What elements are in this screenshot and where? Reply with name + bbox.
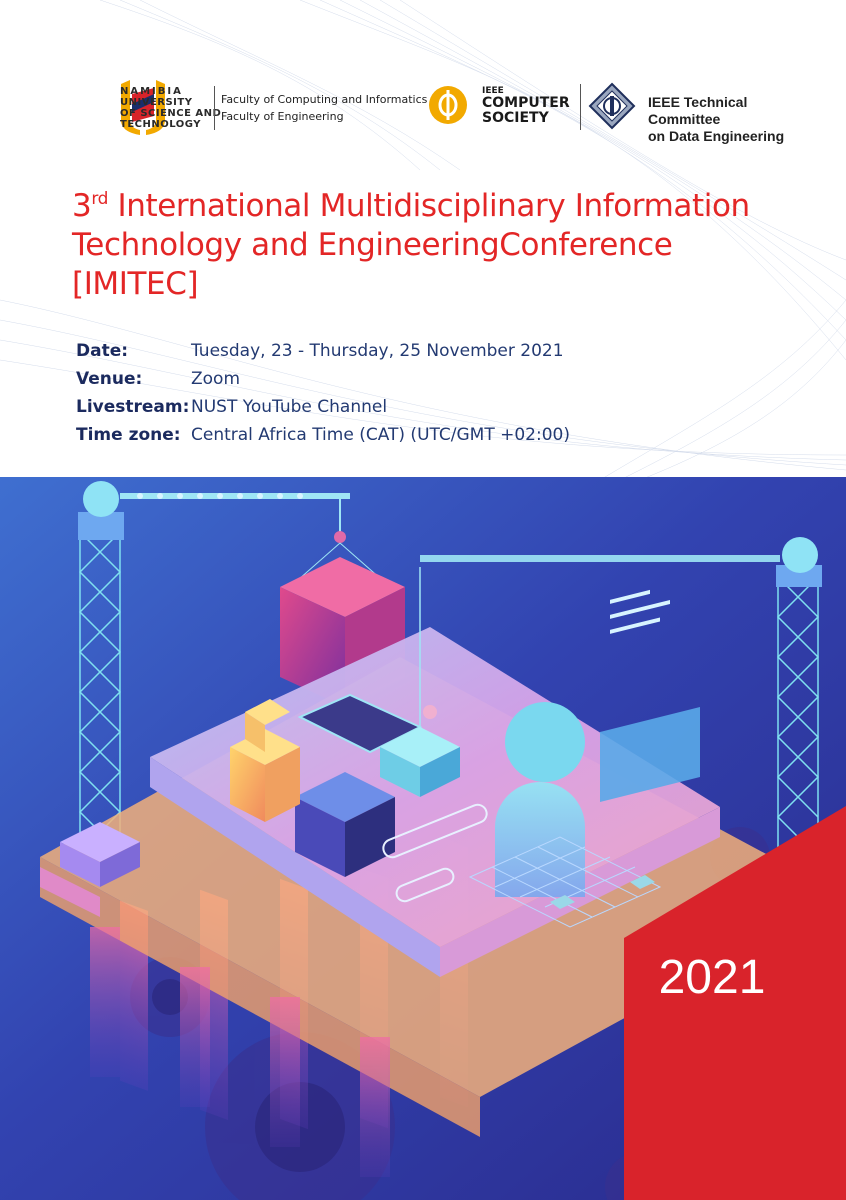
detail-value: Zoom <box>191 369 241 389</box>
tcde-wordmark: IEEE Technical Committee on Data Enginee… <box>648 94 808 145</box>
society-label: SOCIETY <box>482 110 549 126</box>
logo-row: NAMIBIA UNIVERSITY OF SCIENCE AND TECHNO… <box>68 80 808 144</box>
detail-row-livestream: Livestream: NUST YouTube Channel <box>76 393 570 421</box>
nust-line-2: UNIVERSITY <box>120 97 193 108</box>
detail-row-date: Date: Tuesday, 23 - Thursday, 25 Novembe… <box>76 337 570 365</box>
ieee-computer-society-wordmark: IEEE COMPUTER SOCIETY <box>482 86 570 126</box>
year-banner <box>624 806 846 1200</box>
detail-row-venue: Venue: Zoom <box>76 365 570 393</box>
title-ordinal-suffix: rd <box>91 189 109 209</box>
faculty-list: Faculty of Computing and Informatics Fac… <box>221 91 427 125</box>
conference-year: 2021 <box>658 951 766 1004</box>
title-line-3: [IMITEC] <box>72 266 199 302</box>
nust-line-4: TECHNOLOGY <box>120 119 201 130</box>
tcde-line-2: on Data Engineering <box>648 128 785 144</box>
nust-line-1: NAMIBIA <box>120 86 183 97</box>
title-line-1: 3rd International Multidisciplinary Info… <box>72 180 792 226</box>
tcde-line-1: IEEE Technical Committee <box>648 94 748 127</box>
title-line-1-text: International Multidisciplinary Informat… <box>108 188 750 224</box>
computer-label: COMPUTER <box>482 95 570 111</box>
detail-label: Time zone: <box>76 425 181 445</box>
isometric-tech-illustration <box>0 477 846 1200</box>
nust-wordmark: NAMIBIA UNIVERSITY OF SCIENCE AND TECHNO… <box>120 86 221 130</box>
nust-shield-icon <box>121 80 165 135</box>
faculty-computing: Faculty of Computing and Informatics <box>221 93 428 106</box>
nust-line-3: OF SCIENCE AND <box>120 108 222 119</box>
title-line-2: Technology and EngineeringConference <box>72 227 673 263</box>
detail-label: Date: <box>76 341 129 361</box>
detail-value: Tuesday, 23 - Thursday, 25 November 2021 <box>191 341 564 361</box>
detail-row-timezone: Time zone: Central Africa Time (CAT) (UT… <box>76 421 570 449</box>
tcde-emblem-icon <box>588 82 636 130</box>
detail-value: Central Africa Time (CAT) (UTC/GMT +02:0… <box>191 425 570 445</box>
conference-title: 3rd International Multidisciplinary Info… <box>72 180 792 304</box>
event-details: Date: Tuesday, 23 - Thursday, 25 Novembe… <box>76 337 570 449</box>
logo-divider <box>580 84 581 130</box>
ieee-computer-society-icon <box>429 86 467 124</box>
detail-label: Venue: <box>76 369 143 389</box>
ieee-label: IEEE <box>482 86 504 96</box>
logo-divider <box>214 86 215 130</box>
background-wave-lines <box>0 0 846 480</box>
title-ordinal-number: 3 <box>72 188 92 224</box>
faculty-engineering: Faculty of Engineering <box>221 110 344 123</box>
detail-label: Livestream: <box>76 397 190 417</box>
detail-value: NUST YouTube Channel <box>191 397 388 417</box>
